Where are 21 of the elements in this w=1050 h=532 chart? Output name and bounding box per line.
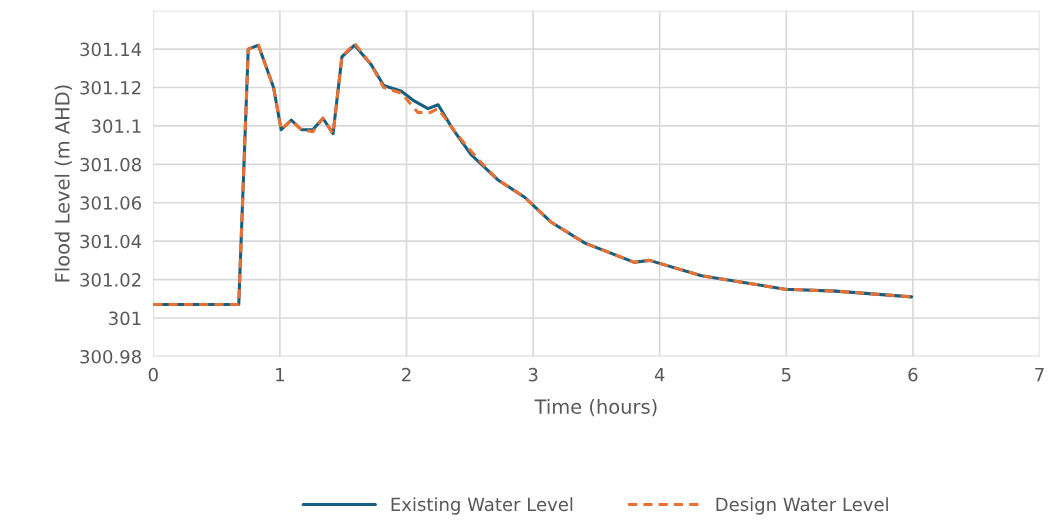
y-tick-label: 301.02: [80, 273, 141, 287]
y-tick-label: 301.12: [80, 80, 141, 95]
x-tick-label: 1: [276, 368, 284, 382]
x-tick-label: 5: [781, 368, 791, 382]
y-tick-label: 300.98: [80, 349, 141, 364]
y-tick-label: 301: [109, 311, 141, 326]
x-tick-label: 7: [1035, 368, 1044, 382]
y-tick-label: 301.04: [80, 234, 142, 249]
legend-label: Existing Water Level: [391, 497, 573, 515]
y-tick-label: 301.14: [80, 42, 142, 57]
legend-label: Design Water Level: [716, 497, 888, 515]
x-tick-label: 2: [402, 367, 411, 382]
y-tick-label: 301.06: [80, 196, 142, 210]
y-axis-title: Flood Level (m AHD): [54, 85, 72, 282]
y-tick-label: 301.08: [80, 157, 141, 172]
x-tick-label: 0: [148, 367, 158, 382]
x-tick-label: 6: [908, 367, 918, 382]
x-tick-label: 4: [654, 368, 665, 382]
x-axis-title: Time (hours): [534, 398, 657, 417]
y-tick-label: 301.1: [91, 119, 141, 134]
x-tick-label: 3: [528, 367, 538, 382]
